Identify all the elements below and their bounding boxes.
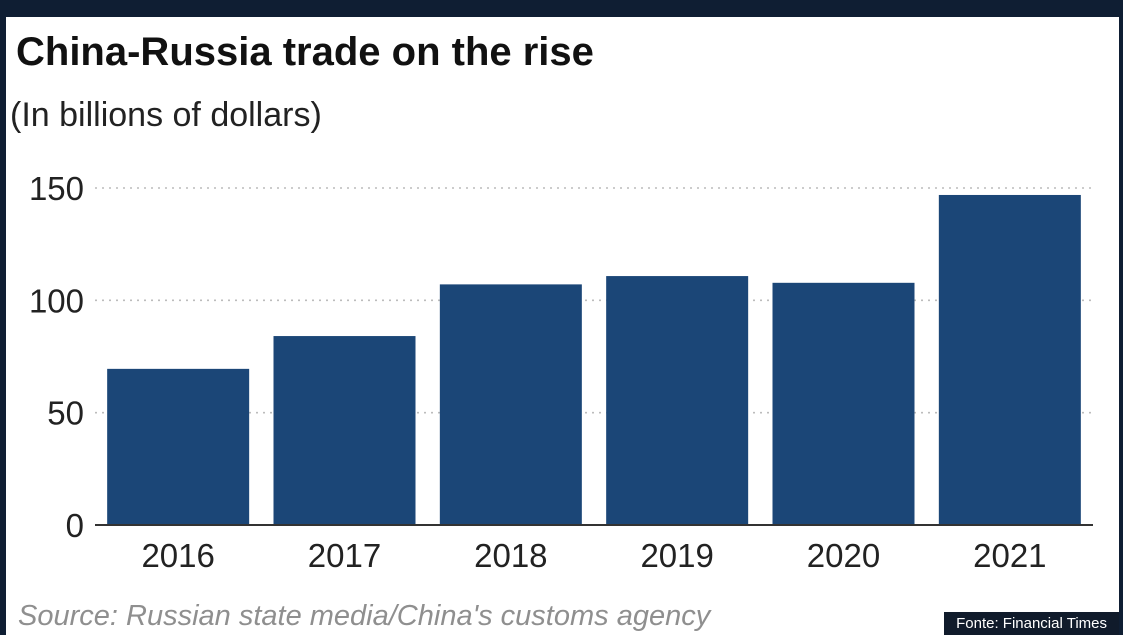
bar-2020 (772, 282, 915, 525)
x-tick-label: 2018 (474, 537, 547, 574)
bar-chart: 0 50 100 150 2016 2017 2018 2019 2020 2021 (29, 170, 1093, 574)
y-tick-label: 150 (29, 170, 84, 207)
bar-2017 (273, 336, 416, 525)
y-tick-label: 50 (47, 395, 84, 432)
credit-badge: Fonte: Financial Times (944, 612, 1119, 635)
bar-2016 (107, 368, 250, 525)
y-tick-label: 100 (29, 282, 84, 319)
chart-subtitle: (In billions of dollars) (10, 96, 322, 134)
y-tick-label: 0 (66, 507, 84, 544)
x-tick-label: 2020 (807, 537, 880, 574)
bar-2018 (439, 284, 582, 525)
right-frame-bar (1119, 0, 1123, 635)
chart-title: China-Russia trade on the rise (16, 30, 594, 74)
bar-2019 (606, 276, 749, 525)
source-note: Source: Russian state media/China's cust… (18, 600, 711, 632)
x-tick-label: 2021 (973, 537, 1046, 574)
x-tick-label: 2019 (640, 537, 713, 574)
x-tick-label: 2017 (308, 537, 381, 574)
x-tick-label: 2016 (141, 537, 214, 574)
top-frame-bar (0, 0, 1123, 17)
bar-2021 (938, 194, 1081, 525)
left-frame-bar (0, 0, 6, 635)
